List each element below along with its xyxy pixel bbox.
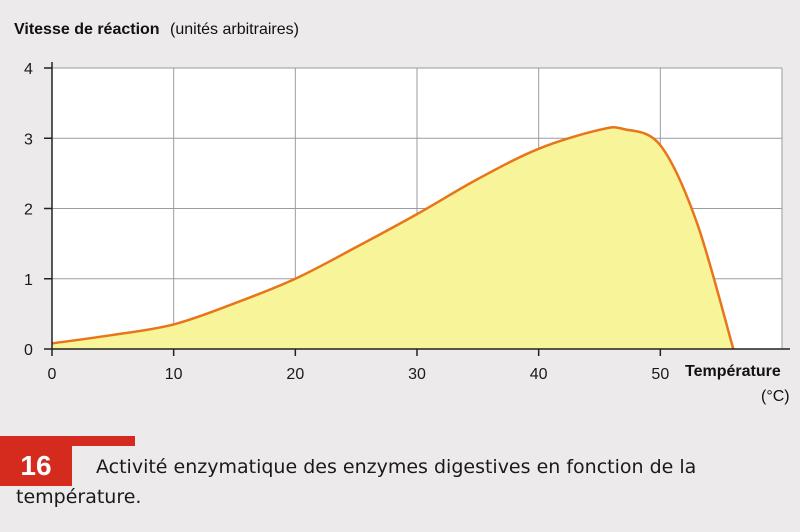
x-tick-label: 20 (286, 366, 304, 383)
caption-accent-bar (0, 436, 135, 446)
x-axis-title: Température (685, 363, 781, 380)
data-area-fill (52, 127, 734, 350)
y-axis-title: Vitesse de réaction (unités arbitraires) (14, 21, 299, 38)
figure-caption: Activité enzymatique des enzymes digesti… (16, 456, 697, 508)
x-tick-label: 10 (165, 366, 183, 383)
x-tick-label: 50 (651, 366, 669, 383)
y-tick-label: 2 (24, 202, 33, 219)
x-tick-label: 40 (530, 366, 548, 383)
data-series-line (51, 126, 735, 350)
y-axis-title-unit: (unités arbitraires) (170, 21, 299, 38)
y-tick-label: 4 (24, 61, 33, 78)
y-tick-label: 0 (24, 342, 33, 359)
x-axis-unit: (°C) (761, 388, 790, 405)
figure-number: 16 (0, 446, 72, 486)
y-tick-label: 1 (24, 272, 33, 289)
axes (51, 62, 790, 350)
x-tick-label: 0 (48, 366, 57, 383)
y-tick-label: 3 (24, 131, 33, 148)
x-tick-label: 30 (408, 366, 426, 383)
y-axis-title-bold: Vitesse de réaction (14, 21, 160, 38)
